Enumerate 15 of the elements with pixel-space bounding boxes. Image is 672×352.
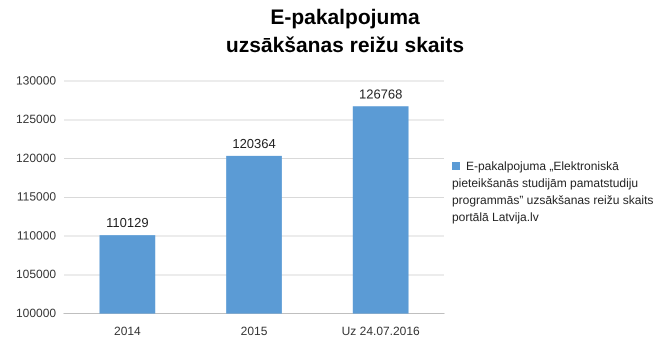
data-label: 120364 [232, 136, 276, 151]
x-tick-label: 2014 [114, 324, 142, 338]
legend-label: E-pakalpojuma „Elektroniskā pieteikšanās studijām pamatstudiju programmās” uzsākšanas reižu skaits portālā Latvija.lv [452, 158, 654, 226]
x-tick-label: Uz 24.07.2016 [342, 324, 420, 338]
y-tick-label: 105000 [16, 267, 56, 282]
x-tick-label: 2015 [240, 324, 268, 338]
data-label: 126768 [358, 86, 402, 102]
y-tick-label: 100000 [16, 306, 56, 320]
y-tick-label: 115000 [16, 190, 56, 204]
y-tick-label: 125000 [16, 112, 56, 126]
y-tick-label: 130000 [16, 74, 56, 88]
chart-title: E-pakalpojuma uzsākšanas reižu skaits [224, 5, 466, 59]
y-tick-label: 120000 [16, 150, 56, 165]
y-tick-label: 110000 [16, 228, 56, 242]
data-label: 110129 [106, 215, 149, 230]
